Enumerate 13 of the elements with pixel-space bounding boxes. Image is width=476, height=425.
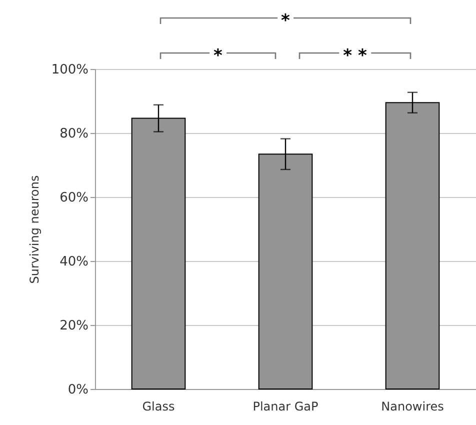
x-tick-label: Planar GaP [252, 400, 318, 414]
text: * [277, 11, 294, 31]
y-axis-title: Surviving neurons [27, 175, 42, 284]
y-tick-label: 40% [60, 254, 88, 270]
text: * [210, 46, 226, 66]
y-tick-label: 0% [68, 382, 88, 398]
y-tick-label: 100% [51, 62, 88, 78]
x-tick-label: Nanowires [381, 400, 444, 414]
y-tick-label: 20% [60, 318, 88, 334]
y-tick-label: 80% [60, 126, 88, 142]
text: * * [339, 46, 371, 66]
y-tick-label: 60% [60, 190, 88, 206]
x-tick-label: Glass [142, 400, 175, 414]
